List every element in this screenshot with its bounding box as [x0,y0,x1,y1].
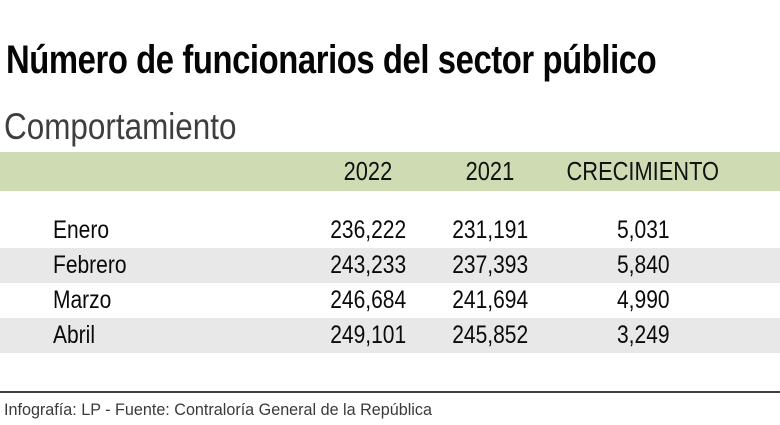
value-2021: 231,191 [452,216,528,244]
value-growth: 5,031 [616,216,670,244]
value-2022: 243,233 [330,251,406,279]
month-label: Enero [53,216,110,244]
value-growth: 4,990 [616,286,670,314]
page-title-text: Número de funcionarios del sector públic… [6,37,657,82]
month-label: Abril [53,321,96,349]
source-credit: Infografía: LP - Fuente: Contraloría Gen… [4,399,432,419]
table-row-abril: Abril 249,101 245,852 3,249 [0,318,780,353]
value-growth: 3,249 [616,321,670,349]
table-row-febrero: Febrero 243,233 237,393 5,840 [0,248,780,283]
footer-divider [0,391,780,393]
column-header-2022: 2022 [343,156,393,186]
value-growth: 5,840 [616,251,670,279]
table-row-marzo: Marzo 246,684 241,694 4,990 [0,283,780,318]
subtitle: Comportamiento [4,108,278,145]
column-header-2021: 2021 [465,156,515,186]
value-2022: 249,101 [330,321,406,349]
table-header-row: 2022 2021 CRECIMIENTO [0,152,780,191]
month-label: Marzo [53,286,112,314]
page-title: Número de funcionarios del sector públic… [6,40,780,80]
value-2022: 246,684 [330,286,406,314]
subtitle-text: Comportamiento [4,105,237,147]
table-row-enero: Enero 236,222 231,191 5,031 [0,213,780,248]
value-2022: 236,222 [330,216,406,244]
value-2021: 245,852 [452,321,528,349]
column-header-crecimiento: CRECIMIENTO [566,156,720,186]
value-2021: 241,694 [452,286,528,314]
month-label: Febrero [53,251,127,279]
value-2021: 237,393 [452,251,528,279]
